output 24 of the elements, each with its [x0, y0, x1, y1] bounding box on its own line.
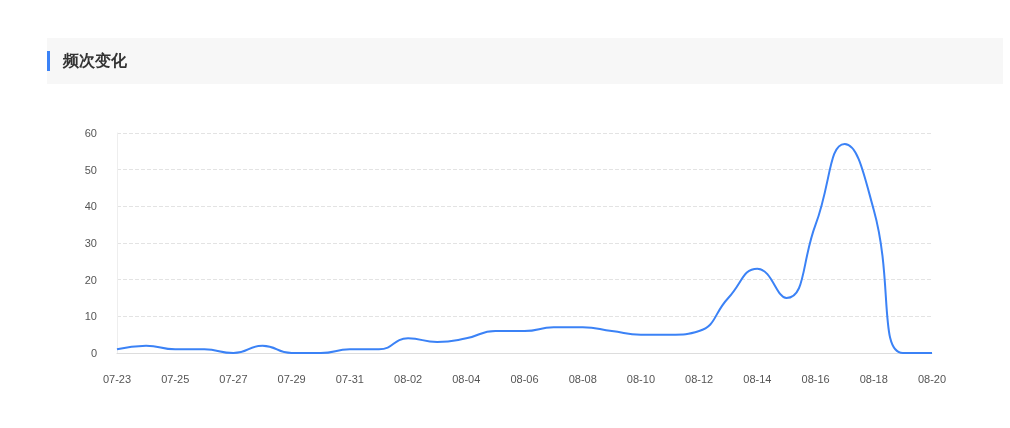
y-tick-label: 10	[84, 310, 97, 323]
x-tick-label: 08-16	[801, 372, 830, 385]
y-tick-label: 20	[84, 273, 97, 286]
x-tick-label: 07-31	[335, 372, 364, 385]
y-tick-label: 40	[84, 200, 97, 213]
x-tick-label: 07-29	[277, 372, 306, 385]
x-tick-label: 08-10	[626, 372, 655, 385]
y-tick-label: 0	[90, 347, 97, 359]
x-tick-label: 07-25	[161, 372, 190, 385]
x-tick-label: 08-06	[510, 372, 539, 385]
x-tick-label: 08-14	[743, 372, 772, 385]
y-tick-label: 60	[84, 127, 97, 139]
x-tick-label: 08-20	[917, 372, 947, 385]
chart-title: 频次变化	[47, 51, 127, 71]
y-tick-label: 30	[84, 237, 97, 249]
x-tick-label: 08-18	[859, 372, 888, 385]
line-series	[116, 143, 933, 354]
x-tick-label: 08-12	[685, 372, 714, 385]
x-tick-label: 08-02	[394, 372, 423, 385]
x-tick-label: 08-04	[452, 372, 481, 385]
x-tick-label: 07-27	[219, 372, 248, 385]
x-tick-label: 08-08	[568, 372, 597, 385]
y-tick-label: 50	[84, 163, 97, 176]
x-tick-label: 07-23	[102, 372, 132, 385]
